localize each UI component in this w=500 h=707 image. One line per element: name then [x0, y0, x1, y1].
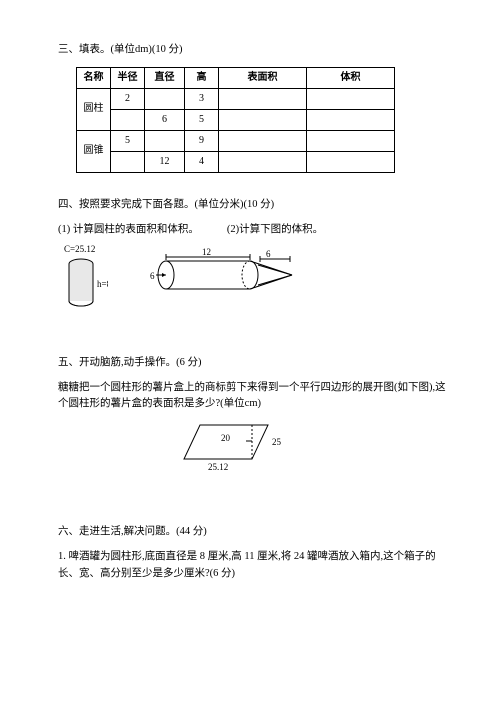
section6-q1: 1. 啤酒罐为圆柱形,底面直径是 8 厘米,高 11 厘米,将 24 罐啤酒放入… [58, 549, 450, 583]
figure-cone-cyl: 12 6 6 [142, 245, 312, 306]
cell [307, 88, 395, 109]
svg-text:25.12: 25.12 [208, 462, 228, 472]
section4-figures: C=25.12 h=8 12 [64, 242, 450, 308]
cell: 4 [185, 151, 219, 172]
q4-2: (2)计算下图的体积。 [227, 222, 323, 239]
section6-title: 六、走进生活,解决问题。(44 分) [58, 524, 450, 541]
page-root: 三、填表。(单位dm)(10 分) 名称 半径 直径 高 表面积 体积 圆柱 2… [0, 0, 500, 602]
section5-body: 糖糖把一个圆柱形的薯片盒上的商标剪下来得到一个平行四边形的展开图(如下图),这个… [58, 380, 450, 414]
section5-title: 五、开动脑筋,动手操作。(6 分) [58, 355, 450, 372]
cell [219, 88, 307, 109]
th-radius: 半径 [111, 67, 145, 88]
cell: 3 [185, 88, 219, 109]
fill-table: 名称 半径 直径 高 表面积 体积 圆柱 2 3 6 5 圆锥 5 9 [76, 67, 395, 173]
cell-cyl-label: 圆柱 [77, 88, 111, 130]
th-volume: 体积 [307, 67, 395, 88]
svg-text:6: 6 [150, 271, 155, 281]
h-label-text: h=8 [97, 279, 108, 289]
cell [219, 130, 307, 151]
th-diameter: 直径 [145, 67, 185, 88]
table-row: 圆柱 2 3 [77, 88, 395, 109]
cylinder-icon: h=8 [64, 257, 108, 309]
th-name: 名称 [77, 67, 111, 88]
cell [145, 88, 185, 109]
svg-text:12: 12 [202, 247, 211, 257]
cell [145, 130, 185, 151]
svg-text:25: 25 [272, 437, 282, 447]
cell: 5 [111, 130, 145, 151]
svg-text:6: 6 [266, 249, 271, 259]
cell: 2 [111, 88, 145, 109]
cell [307, 151, 395, 172]
table-row: 圆锥 5 9 [77, 130, 395, 151]
cell [111, 109, 145, 130]
table-header-row: 名称 半径 直径 高 表面积 体积 [77, 67, 395, 88]
figure-parallelogram: 20 25 25.12 [178, 419, 450, 480]
section3-title: 三、填表。(单位dm)(10 分) [58, 42, 450, 59]
table-row: 12 4 [77, 151, 395, 172]
th-surface: 表面积 [219, 67, 307, 88]
section4-title: 四、按照要求完成下面各题。(单位分米)(10 分) [58, 197, 450, 214]
cell: 5 [185, 109, 219, 130]
cell [307, 109, 395, 130]
cell-cone-label: 圆锥 [77, 130, 111, 172]
cell: 12 [145, 151, 185, 172]
th-height: 高 [185, 67, 219, 88]
svg-text:20: 20 [221, 433, 231, 443]
cell: 9 [185, 130, 219, 151]
cell [307, 130, 395, 151]
cell [219, 109, 307, 130]
cone-cyl-icon: 12 6 6 [142, 245, 312, 299]
cell [111, 151, 145, 172]
parallelogram-icon: 20 25 25.12 [178, 419, 298, 473]
cell: 6 [145, 109, 185, 130]
cell [219, 151, 307, 172]
q4-1: (1) 计算圆柱的表面积和体积。 [58, 222, 199, 239]
section4-questions: (1) 计算圆柱的表面积和体积。 (2)计算下图的体积。 [58, 222, 450, 239]
table-row: 6 5 [77, 109, 395, 130]
figure-cylinder: C=25.12 h=8 [64, 242, 108, 308]
c-label: C=25.12 [64, 242, 95, 256]
